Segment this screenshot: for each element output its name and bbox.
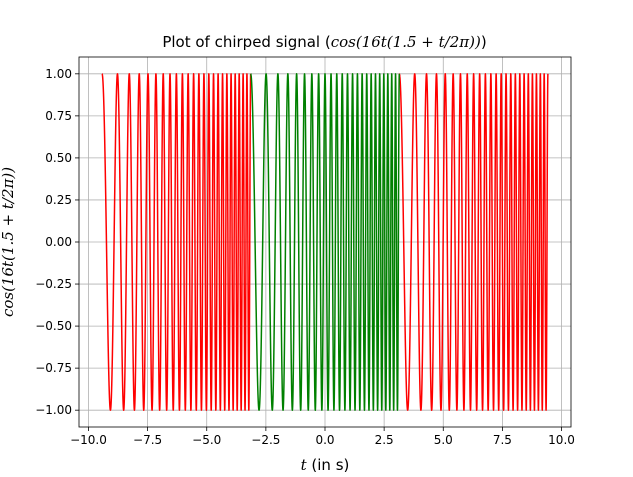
series-green-line <box>249 73 401 411</box>
x-tick-label: 5.0 <box>434 433 453 447</box>
x-tick-label: −7.5 <box>133 433 162 447</box>
chart-title: Plot of chirped signal (cos(16t(1.5 + t/… <box>162 33 486 51</box>
y-tick-label: −0.25 <box>35 277 72 291</box>
x-tick-label: −2.5 <box>251 433 280 447</box>
y-tick-label: 0.75 <box>45 109 72 123</box>
x-tick-label: −5.0 <box>192 433 221 447</box>
y-tick-label: 0.00 <box>45 235 72 249</box>
x-tick-label: −10.0 <box>70 433 107 447</box>
y-tick-label: 0.50 <box>45 151 72 165</box>
y-tick-label: −0.75 <box>35 361 72 375</box>
data-series <box>101 73 549 411</box>
series-red-line <box>398 73 549 411</box>
x-tick-label: 0.0 <box>315 433 334 447</box>
x-tick-label: 7.5 <box>493 433 512 447</box>
y-axis-label: cos(16t(1.5 + t/2π)) <box>0 167 17 317</box>
y-tick-label: 1.00 <box>45 67 72 81</box>
y-tick-label: −1.00 <box>35 403 72 417</box>
ticks: −10.0 −7.5 −5.0 −2.5 0.0 2.5 5.0 7.5 10.0 −1.00 −0… <box>35 67 575 447</box>
x-tick-label: 2.5 <box>375 433 394 447</box>
y-tick-label: 0.25 <box>45 193 72 207</box>
x-tick-label: 10.0 <box>548 433 575 447</box>
x-axis-label: t (in s) <box>301 456 350 474</box>
y-tick-label: −0.50 <box>35 319 72 333</box>
series-red-line <box>101 73 252 411</box>
